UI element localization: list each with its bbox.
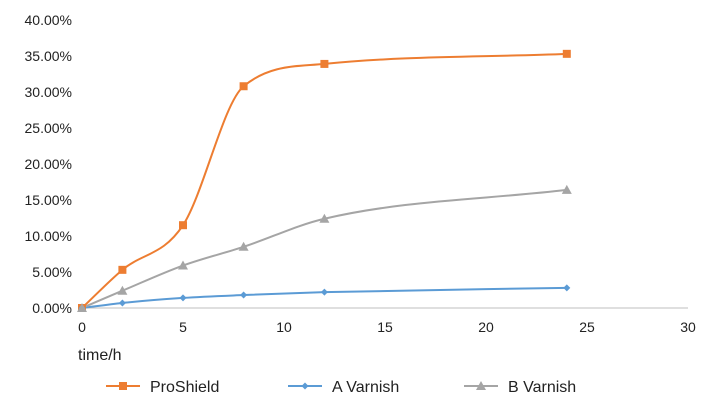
legend-item-b-varnish: B Varnish [464, 379, 576, 396]
y-tick-label: 30.00% [25, 84, 72, 100]
proshield-point [320, 59, 329, 68]
x-tick-label: 20 [478, 319, 494, 335]
x-tick-label: 0 [78, 319, 86, 335]
x-axis-tick-labels: 0 5 10 15 20 25 30 [78, 319, 696, 335]
x-tick-label: 5 [179, 319, 187, 335]
a-varnish-point [563, 284, 571, 292]
a-varnish-point [240, 291, 248, 299]
legend-label: A Varnish [332, 379, 399, 396]
proshield-point [118, 265, 127, 274]
y-tick-label: 15.00% [25, 192, 72, 208]
legend-swatch-marker [119, 382, 127, 390]
y-tick-label: 25.00% [25, 120, 72, 136]
b-varnish-point [77, 303, 87, 312]
proshield-point [239, 82, 248, 91]
b-varnish-point [561, 184, 572, 194]
legend-swatch-marker [301, 382, 309, 390]
series-markers [77, 49, 572, 312]
y-axis-tick-labels: 0.00% 5.00% 10.00% 15.00% 20.00% 25.00% 30.00%… [25, 12, 72, 316]
y-tick-label: 40.00% [25, 12, 72, 28]
b-varnish-point [117, 285, 128, 295]
a-varnish-point [118, 299, 126, 307]
proshield-point [562, 49, 571, 58]
x-tick-label: 15 [377, 319, 393, 335]
a-varnish-point [179, 294, 187, 302]
series-lines [81, 52, 567, 309]
x-axis-title: time/h [78, 347, 122, 364]
y-tick-label: 5.00% [32, 264, 72, 280]
proshield-line [81, 52, 567, 309]
b-varnish-point [238, 241, 249, 251]
x-tick-label: 25 [579, 319, 595, 335]
legend-item-a-varnish: A Varnish [288, 379, 399, 396]
x-tick-label: 10 [276, 319, 292, 335]
y-tick-label: 0.00% [32, 300, 72, 316]
legend-item-proshield: ProShield [106, 379, 219, 396]
legend: ProShield A Varnish B Varnish [106, 379, 576, 396]
legend-label: ProShield [150, 379, 219, 396]
legend-swatch-marker [476, 381, 486, 390]
x-tick-label: 30 [680, 319, 696, 335]
proshield-point [179, 221, 187, 230]
legend-label: B Varnish [508, 379, 576, 396]
y-tick-label: 35.00% [25, 48, 72, 64]
b-varnish-point [178, 260, 188, 270]
y-tick-label: 20.00% [25, 156, 72, 172]
y-tick-label: 10.00% [25, 228, 72, 244]
b-varnish-point [319, 213, 330, 223]
a-varnish-point [320, 288, 328, 296]
